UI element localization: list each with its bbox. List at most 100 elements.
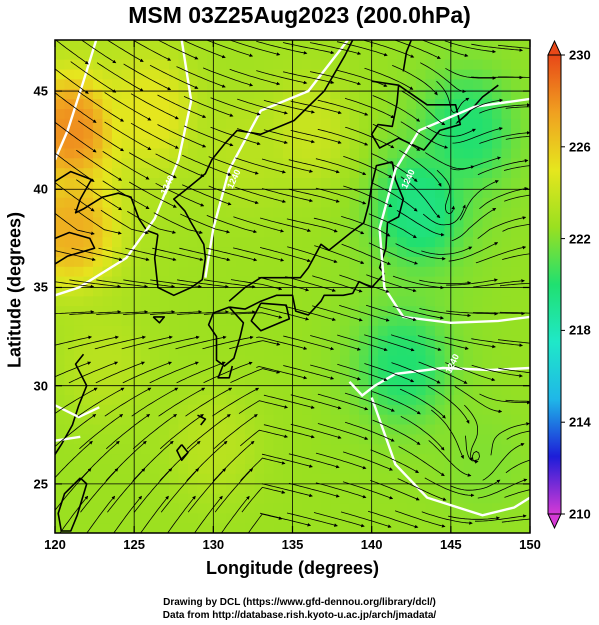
heatmap-cell (444, 454, 455, 465)
heatmap-cell (387, 266, 398, 278)
heatmap-cell (178, 89, 189, 100)
heatmap-cell (207, 454, 218, 465)
heatmap-cell (368, 414, 379, 426)
heatmap-cell (435, 444, 446, 455)
heatmap-cell (93, 473, 104, 485)
heatmap-cell (302, 197, 313, 209)
heatmap-cell (349, 128, 360, 140)
heatmap-cell (492, 158, 503, 169)
heatmap-cell (140, 345, 151, 357)
heatmap-cell (93, 187, 104, 199)
heatmap-cell (178, 385, 189, 396)
heatmap-cell (321, 109, 332, 120)
heatmap-cell (349, 444, 360, 455)
streamline (400, 416, 445, 451)
heatmap-cell (121, 138, 132, 150)
heatmap-cell (83, 148, 94, 159)
heatmap-cell (340, 454, 351, 465)
heatmap-cell (397, 69, 408, 81)
heatmap-cell (283, 109, 294, 120)
heatmap-cell (473, 325, 484, 337)
streamline (367, 510, 419, 529)
heatmap-cell (55, 266, 66, 278)
streamline (131, 387, 179, 417)
streamline (150, 279, 202, 289)
heatmap-cell (473, 335, 484, 347)
heatmap-cell (416, 493, 427, 505)
heatmap-cell (425, 237, 436, 248)
heatmap-cell (444, 444, 455, 455)
heatmap-cell (359, 335, 370, 347)
heatmap-cell (112, 276, 123, 288)
heatmap-cell (368, 148, 379, 159)
heatmap-cell (501, 276, 512, 288)
heatmap-cell (454, 296, 465, 307)
heatmap-cell (292, 355, 303, 366)
streamline (340, 511, 392, 528)
heatmap-cell (235, 306, 246, 317)
heatmap-cell (283, 256, 294, 268)
heatmap-cell (292, 227, 303, 238)
heatmap-cell (131, 385, 142, 396)
heatmap-cell (150, 148, 161, 159)
heatmap-cell (283, 296, 294, 307)
heatmap-cell (254, 69, 265, 81)
heatmap-cell (55, 237, 66, 248)
heatmap-cell (235, 503, 246, 514)
heatmap-cell (292, 128, 303, 140)
heatmap-cell (378, 217, 389, 228)
heatmap-cell (501, 483, 512, 495)
heatmap-cell (349, 464, 360, 475)
streamline (159, 440, 201, 482)
heatmap-cell (188, 247, 199, 258)
heatmap-cell (245, 503, 256, 514)
heatmap-cell (150, 266, 161, 278)
heatmap-cell (102, 158, 113, 169)
heatmap-cell (397, 513, 408, 524)
heatmap-cell (245, 89, 256, 100)
heatmap-cell (64, 325, 75, 337)
streamline (312, 275, 363, 293)
heatmap-cell (140, 89, 151, 100)
heatmap-cell (245, 266, 256, 278)
streamline (505, 399, 530, 402)
streamline (317, 393, 369, 411)
heatmap-cell (330, 483, 341, 495)
streamline (106, 413, 151, 450)
heatmap-cell (273, 345, 284, 357)
heatmap-cell (226, 424, 237, 435)
heatmap-cell (245, 385, 256, 396)
heatmap-cell (425, 385, 436, 396)
heatmap-cell (159, 40, 170, 51)
heatmap-cell (473, 473, 484, 485)
heatmap-cell (188, 187, 199, 199)
heatmap-cell (454, 434, 465, 445)
streamline (261, 158, 314, 173)
streamline (160, 468, 200, 513)
heatmap-cell (64, 375, 75, 386)
heatmap-cell (216, 168, 227, 179)
heatmap-cell (435, 197, 446, 209)
heatmap-cell (207, 118, 218, 130)
heatmap-cell (330, 414, 341, 426)
heatmap-cell (482, 40, 493, 51)
heatmap-cell (397, 276, 408, 288)
streamline (238, 400, 288, 414)
heatmap-cell (330, 59, 341, 71)
heatmap-cell (387, 316, 398, 327)
heatmap-cell (444, 434, 455, 445)
heatmap-cell (150, 523, 161, 533)
heatmap-cell (340, 375, 351, 386)
heatmap-cell (492, 286, 503, 297)
heatmap-cell (501, 187, 512, 199)
heatmap-cell (511, 59, 522, 71)
heatmap-cell (159, 286, 170, 297)
heatmap-cell (131, 375, 142, 386)
heatmap-cell (216, 99, 227, 110)
heatmap-cell (378, 464, 389, 475)
heatmap-cell (349, 306, 360, 317)
heatmap-cell (112, 513, 123, 524)
heatmap-cell (473, 345, 484, 357)
heatmap-cell (102, 355, 113, 366)
heatmap-cell (511, 355, 522, 366)
